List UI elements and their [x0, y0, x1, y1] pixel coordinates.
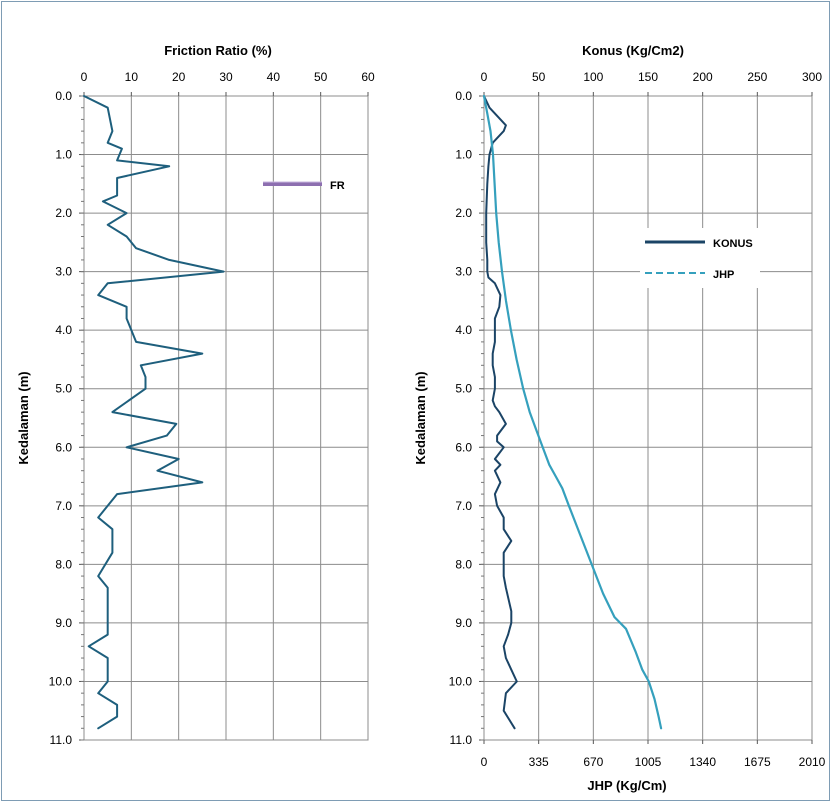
konus-x-tick-label: 200 — [693, 70, 713, 84]
konus-y-tick-labels: 0.0 1.0 2.0 3.0 4.0 5.0 6.0 7.0 8.0 9.0 10.0 11.0 — [449, 89, 473, 747]
konus-legend: KONUS JHP — [640, 228, 760, 288]
konus-y-tick-label: 3.0 — [455, 265, 472, 279]
konus-x2-tick-label: 335 — [529, 755, 549, 769]
konus-x2-axis-label: JHP (Kg/Cm) — [587, 778, 666, 793]
fr-legend-label: FR — [330, 180, 345, 192]
konus-x-tick-label: 150 — [638, 70, 658, 84]
fr-x-tick-label: 40 — [267, 70, 281, 84]
fr-y-tick-label: 5.0 — [55, 382, 72, 396]
konus-x2-tick-label: 1005 — [635, 755, 662, 769]
fr-y-tick-label: 7.0 — [55, 499, 72, 513]
fr-y-tick-label: 6.0 — [55, 440, 72, 454]
konus-x2-tick-label: 0 — [481, 755, 488, 769]
konus-series — [482, 94, 663, 730]
konus-jhp-line — [482, 94, 663, 730]
konus-y-tick-label: 2.0 — [455, 206, 472, 220]
konus-y-tick-label: 8.0 — [455, 557, 472, 571]
fr-x-tick-labels: 0 10 20 30 40 50 60 — [81, 70, 375, 84]
fr-y-tick-label: 9.0 — [55, 616, 72, 630]
fr-y-axis-label: Kedalaman (m) — [16, 371, 31, 464]
konus-y-tick-label: 1.0 — [455, 148, 472, 162]
fr-x-tick-label: 50 — [314, 70, 328, 84]
fr-y-tick-label: 4.0 — [55, 323, 72, 337]
konus-x2-tick-label: 1340 — [689, 755, 716, 769]
fr-x-tick-label: 10 — [125, 70, 139, 84]
fr-y-tick-label: 0.0 — [55, 89, 72, 103]
konus-y-tick-label: 6.0 — [455, 440, 472, 454]
konus-y-tick-label: 9.0 — [455, 616, 472, 630]
konus-x-tick-label: 250 — [747, 70, 767, 84]
konus-y-tick-label: 11.0 — [450, 733, 473, 747]
konus-x-tick-label: 0 — [481, 70, 488, 84]
konus-x-tick-label: 300 — [802, 70, 822, 84]
konus-x-tick-label: 50 — [532, 70, 546, 84]
konus-grid — [479, 92, 813, 744]
fr-y-tick-label: 10.0 — [49, 674, 73, 688]
fr-grid — [79, 92, 369, 741]
jhp-bottom-tick-labels: 0 335 670 1005 1340 1675 2010 — [481, 755, 826, 769]
fr-y-tick-labels: 0.0 1.0 2.0 3.0 4.0 5.0 6.0 7.0 8.0 9.0 10.0 11.0 — [49, 89, 73, 747]
fr-fr-line — [83, 95, 225, 730]
fr-y-tick-label: 8.0 — [55, 557, 72, 571]
fr-x-tick-label: 30 — [219, 70, 233, 84]
konus-x2-tick-label: 1675 — [744, 755, 771, 769]
konus-y-tick-label: 5.0 — [455, 382, 472, 396]
fr-title: Friction Ratio (%) — [164, 43, 272, 58]
fr-y-tick-label: 3.0 — [55, 265, 72, 279]
fr-series — [83, 95, 225, 730]
friction-ratio-chart: Friction Ratio (%) Kedalaman (m) 0 10 20 30… — [16, 43, 375, 747]
fr-x-tick-label: 20 — [172, 70, 186, 84]
konus-y-axis-label: Kedalaman (m) — [413, 371, 428, 464]
konus-x-tick-label: 100 — [583, 70, 603, 84]
konus-chart: Konus (Kg/Cm2) Kedalaman (m) JHP (Kg/Cm)… — [413, 43, 826, 793]
konus-top-tick-labels: 0 50 100 150 200 250 300 — [481, 70, 823, 84]
konus-konus-line — [483, 95, 518, 730]
konus-title: Konus (Kg/Cm2) — [582, 43, 684, 58]
fr-legend: FR — [263, 180, 345, 192]
jhp-legend-label: JHP — [713, 269, 734, 281]
fr-x-tick-label: 60 — [361, 70, 375, 84]
fr-y-tick-label: 1.0 — [55, 148, 72, 162]
konus-x2-tick-label: 2010 — [799, 755, 826, 769]
konus-y-tick-label: 10.0 — [449, 674, 473, 688]
konus-minor-ticks — [481, 95, 484, 741]
konus-legend-label: KONUS — [713, 238, 753, 250]
konus-y-tick-label: 7.0 — [455, 499, 472, 513]
fr-y-tick-label: 2.0 — [55, 206, 72, 220]
konus-y-tick-label: 0.0 — [455, 89, 472, 103]
konus-x2-tick-label: 670 — [583, 755, 603, 769]
konus-legend-box — [640, 228, 760, 288]
fr-x-tick-label: 0 — [81, 70, 88, 84]
fr-minor-ticks — [81, 95, 84, 741]
fr-y-tick-label: 11.0 — [50, 733, 73, 747]
konus-y-tick-label: 4.0 — [455, 323, 472, 337]
